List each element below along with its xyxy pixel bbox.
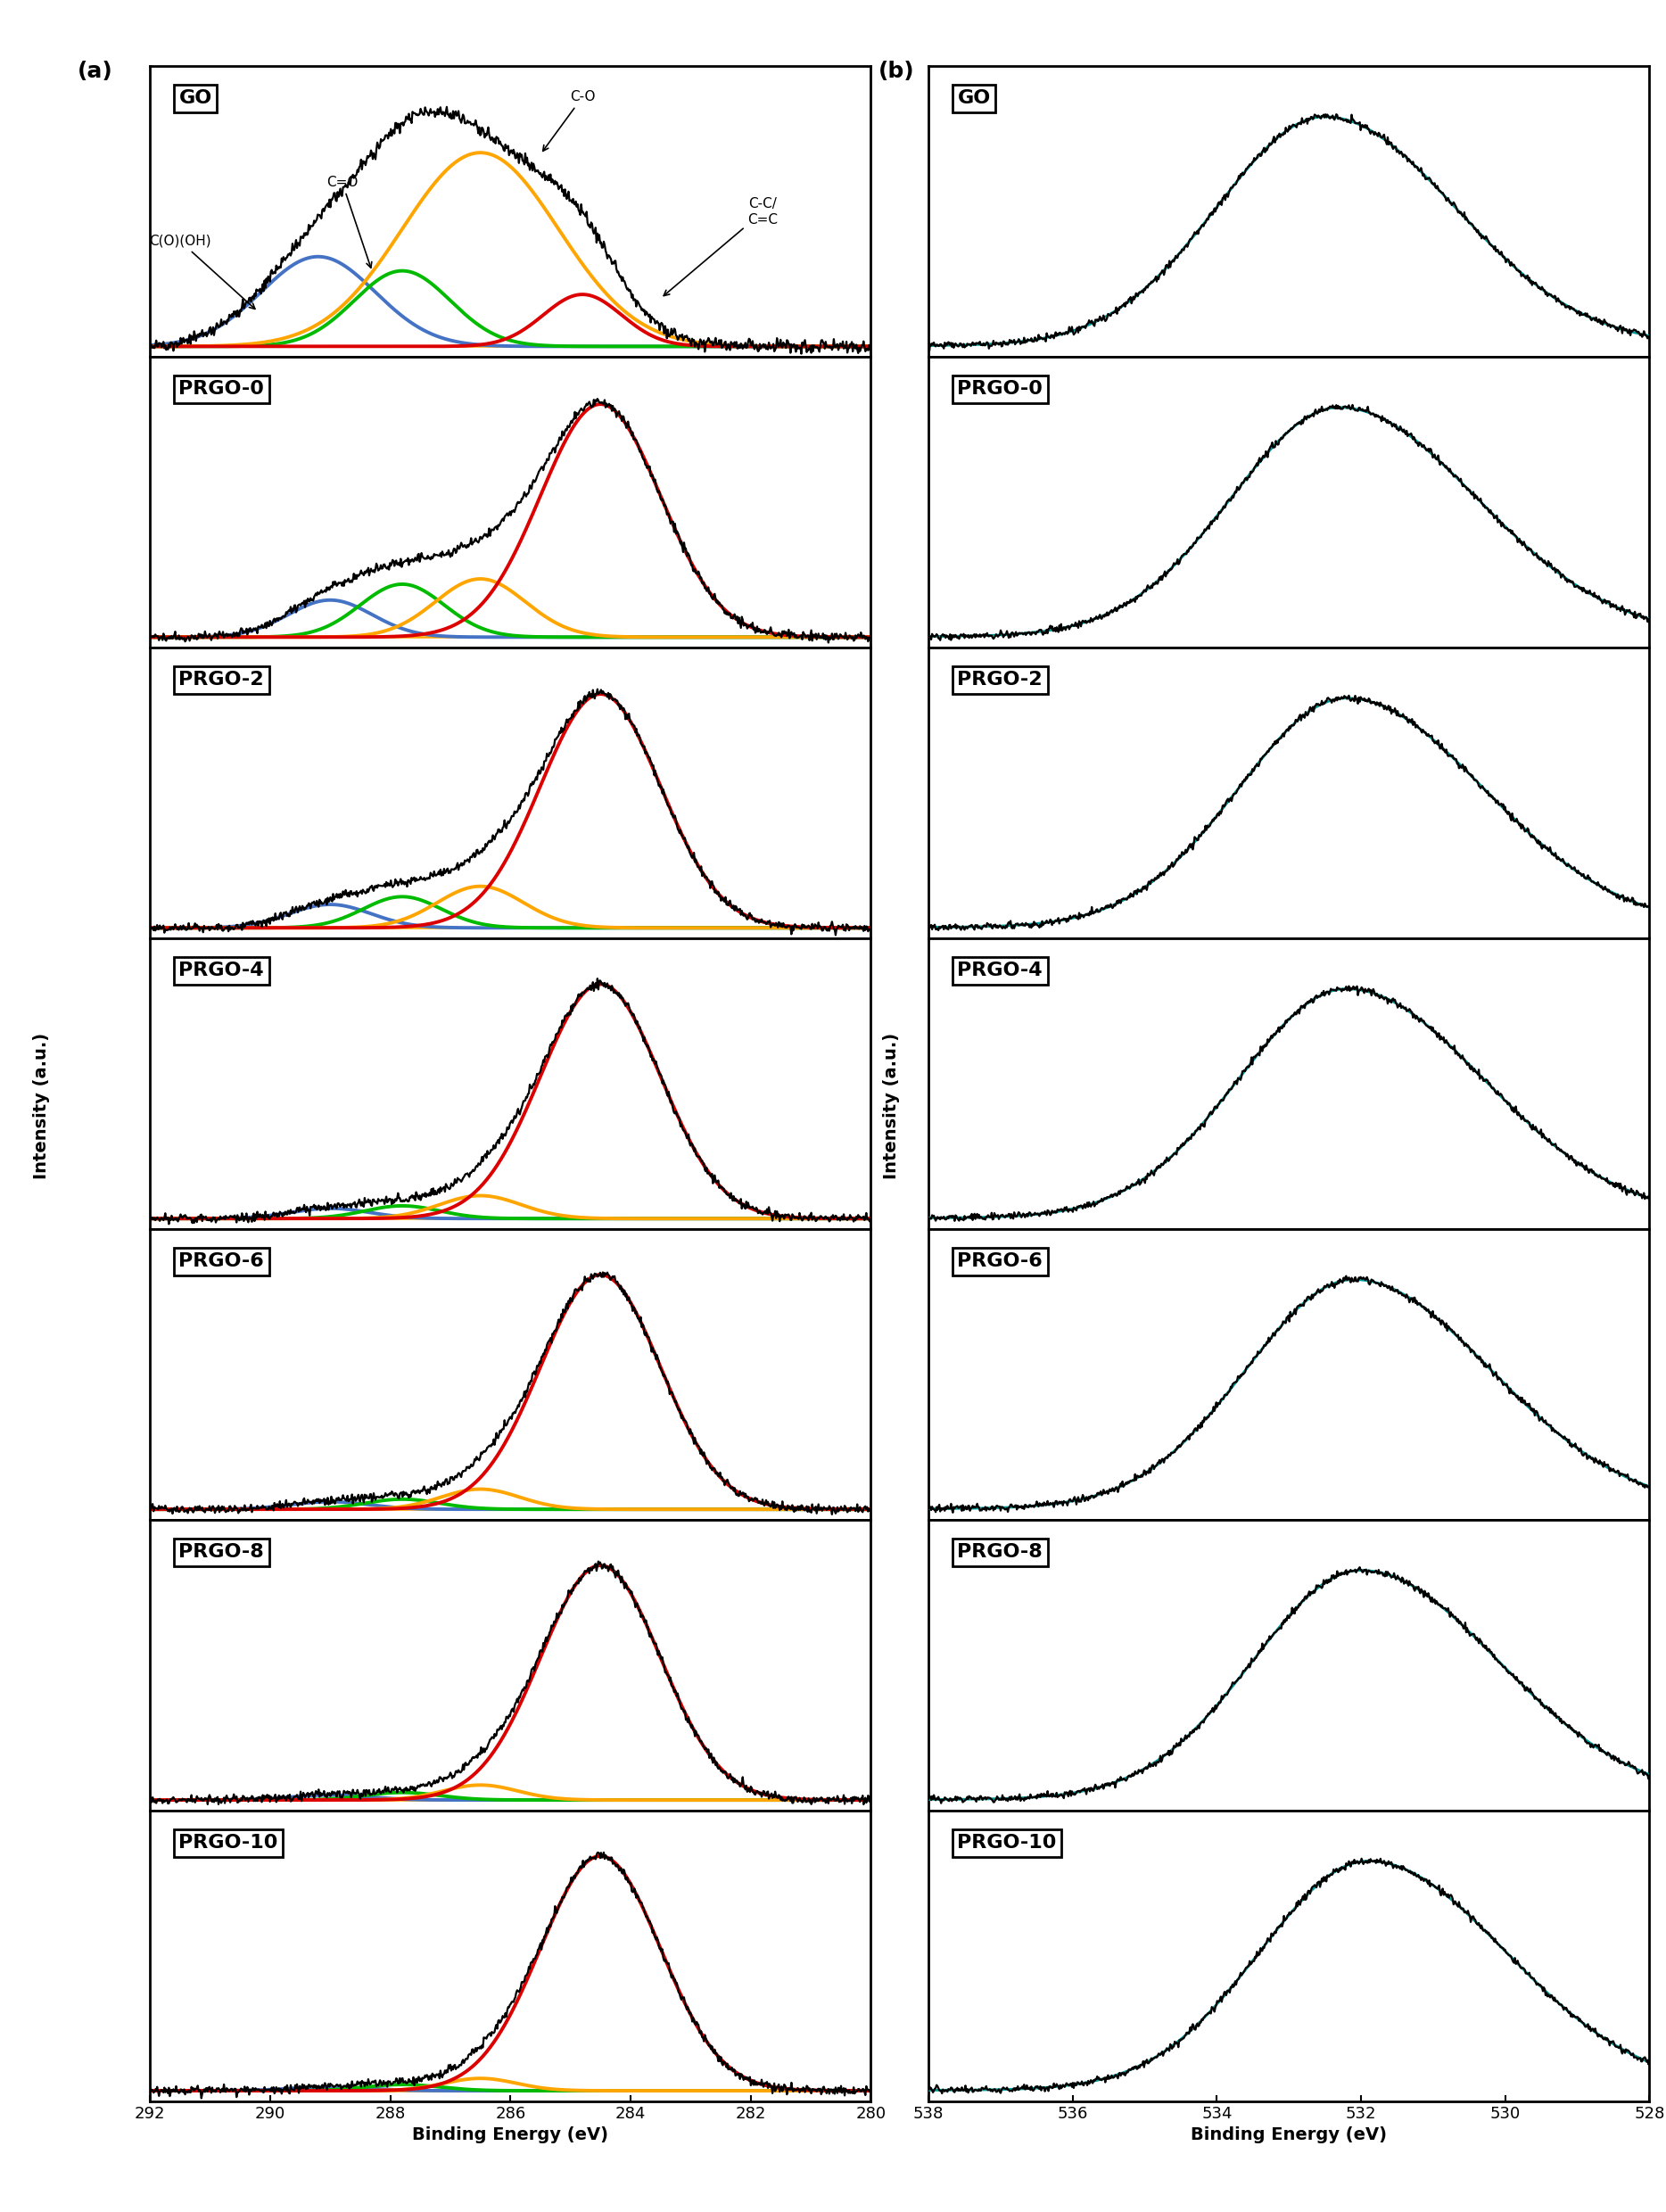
Text: GO: GO xyxy=(178,91,212,108)
Text: PRGO-4: PRGO-4 xyxy=(958,962,1043,980)
Text: (b): (b) xyxy=(878,60,915,82)
Text: C-O: C-O xyxy=(543,91,595,150)
Text: PRGO-0: PRGO-0 xyxy=(958,380,1043,398)
X-axis label: Binding Energy (eV): Binding Energy (eV) xyxy=(1191,2126,1388,2143)
X-axis label: Binding Energy (eV): Binding Energy (eV) xyxy=(412,2126,608,2143)
Text: C-C/
C=C: C-C/ C=C xyxy=(663,197,778,296)
Text: GO: GO xyxy=(958,91,991,108)
Text: PRGO-0: PRGO-0 xyxy=(178,380,265,398)
Text: PRGO-2: PRGO-2 xyxy=(178,670,263,688)
Text: C=O: C=O xyxy=(327,175,372,268)
Text: PRGO-8: PRGO-8 xyxy=(958,1544,1043,1562)
Text: PRGO-10: PRGO-10 xyxy=(958,1834,1056,1851)
Text: (a): (a) xyxy=(78,60,113,82)
Text: PRGO-6: PRGO-6 xyxy=(958,1252,1043,1270)
Text: PRGO-10: PRGO-10 xyxy=(178,1834,278,1851)
Text: PRGO-4: PRGO-4 xyxy=(178,962,263,980)
Text: Intensity (a.u.): Intensity (a.u.) xyxy=(883,1033,900,1179)
Text: PRGO-6: PRGO-6 xyxy=(178,1252,265,1270)
Text: PRGO-2: PRGO-2 xyxy=(958,670,1043,688)
Text: C(O)(OH): C(O)(OH) xyxy=(148,234,255,310)
Text: Intensity (a.u.): Intensity (a.u.) xyxy=(33,1033,50,1179)
Text: PRGO-8: PRGO-8 xyxy=(178,1544,265,1562)
